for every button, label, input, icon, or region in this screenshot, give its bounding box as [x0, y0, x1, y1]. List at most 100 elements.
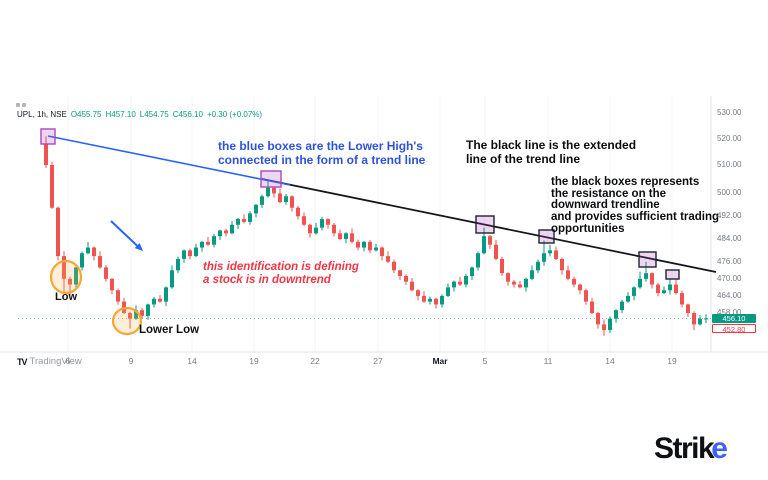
resistance-black-box[interactable] — [538, 229, 555, 244]
candle-body — [62, 256, 66, 279]
candle-body — [632, 287, 636, 296]
candle-body — [680, 293, 684, 305]
candle-body — [260, 196, 264, 205]
low-highlight-circle[interactable] — [111, 306, 143, 336]
candle-body — [644, 273, 648, 279]
candle-body — [248, 213, 252, 222]
candle-body — [308, 224, 312, 234]
candle-body — [560, 258, 564, 271]
candle-body — [584, 290, 588, 302]
candle-body — [572, 278, 576, 285]
annotation-blue-boxes: the blue boxes are the Lower High's conn… — [218, 139, 426, 167]
candle-body — [92, 247, 96, 257]
time-axis-label: 14 — [187, 356, 197, 366]
candle-body — [392, 261, 396, 271]
legend-change-value: +0.30 (+0.07%) — [206, 110, 263, 119]
strike-logo-black: Strik — [654, 432, 715, 465]
symbol-title[interactable]: UPL, 1h, NSE — [17, 110, 67, 119]
candle-body — [422, 295, 426, 302]
candle-body — [596, 312, 600, 325]
candle-body — [650, 273, 654, 285]
candle-body — [350, 233, 354, 242]
candle-body — [110, 278, 114, 291]
candle-body — [230, 224, 234, 234]
legend-high-value: H457.10 — [105, 110, 136, 119]
downtrend-arrow[interactable] — [110, 220, 140, 249]
candle-body — [374, 247, 378, 251]
candle-body — [146, 304, 150, 316]
candle-body — [224, 230, 228, 234]
legend-low-value: L454.75 — [139, 110, 169, 119]
lower-high-blue-box[interactable] — [260, 170, 282, 188]
candle-body — [140, 310, 144, 316]
candle-body — [452, 281, 456, 288]
candle-body — [494, 244, 498, 259]
candle-body — [200, 241, 204, 248]
tradingview-watermark[interactable]: TV TradingView — [17, 356, 82, 367]
candle-body — [518, 284, 522, 288]
candle-body — [206, 241, 210, 245]
low-highlight-circle[interactable] — [49, 259, 83, 295]
candle-body — [74, 267, 78, 285]
candle-body — [578, 284, 582, 291]
price-axis-label: 476.00 — [717, 256, 742, 266]
candle-body — [380, 247, 384, 257]
candle-body — [236, 219, 240, 225]
candle-body — [440, 295, 444, 305]
time-axis-label: 6 — [65, 356, 71, 366]
candle-body — [278, 193, 282, 202]
candle-body — [608, 318, 612, 331]
blue-trendline[interactable] — [47, 135, 291, 186]
legend-toggle-icon[interactable] — [16, 103, 26, 107]
candle-body — [326, 219, 330, 225]
price-axis-label: 510.00 — [717, 160, 742, 169]
resistance-black-box[interactable] — [475, 215, 495, 234]
candle-body — [194, 247, 198, 257]
candle-body — [50, 165, 54, 208]
price-axis-label: 458.00 — [717, 307, 742, 317]
candle-body — [476, 253, 480, 268]
candle-body — [470, 267, 474, 276]
candle-body — [212, 236, 216, 245]
candle-body — [548, 250, 552, 254]
candle-body — [398, 270, 402, 276]
candle-body — [242, 219, 246, 222]
candle-body — [104, 267, 108, 279]
strike-logo: Strike — [654, 432, 728, 466]
annotation-downtrend: this identification is defining a stock … — [203, 261, 359, 286]
candle-body — [182, 250, 186, 259]
candle-body — [290, 196, 294, 208]
tradingview-logo-icon: TV — [17, 356, 27, 367]
candle-body — [296, 207, 300, 217]
resistance-black-box[interactable] — [665, 269, 680, 280]
candle-body — [188, 250, 192, 257]
time-axis-label: 14 — [605, 356, 615, 366]
price-axis-label: 520.00 — [717, 134, 742, 143]
low-label: Low — [55, 291, 77, 303]
candle-body — [614, 310, 618, 319]
black-trendline[interactable] — [261, 178, 717, 273]
candle-body — [266, 187, 270, 197]
price-axis-label: 492.00 — [717, 211, 742, 221]
candle-body — [590, 301, 594, 313]
candle-body — [428, 298, 432, 302]
resistance-black-box[interactable] — [638, 251, 657, 268]
candle-body — [524, 278, 528, 288]
time-axis-label: 19 — [667, 356, 677, 366]
candle-body — [170, 270, 174, 288]
candle-body — [386, 256, 390, 262]
candle-body — [320, 219, 324, 228]
candle-body — [314, 227, 318, 234]
candle-body — [116, 290, 120, 302]
candle-body — [368, 241, 372, 251]
candle-body — [638, 278, 642, 288]
candle-body — [464, 275, 468, 285]
candle-body — [488, 236, 492, 245]
alert-price-badge: 452.80 — [712, 324, 756, 334]
time-axis-label: 11 — [543, 356, 553, 366]
price-axis-label: 530.00 — [717, 108, 742, 117]
lower-high-blue-box[interactable] — [40, 128, 56, 145]
symbol-legend: UPL, 1h, NSE O455.75 H457.10 L454.75 C456.10… — [17, 110, 266, 119]
candle-body — [44, 144, 48, 165]
